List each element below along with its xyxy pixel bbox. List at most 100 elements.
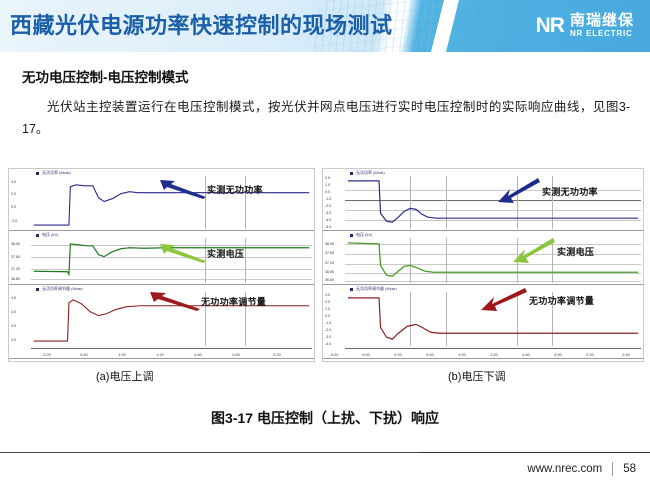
page-header: 西藏光伏电源功率快速控制的现场测试 NR 南瑞继保 NR ELECTRIC [0, 0, 650, 52]
y-tick-label: -1.0 [325, 321, 332, 325]
plot-area-voltage-right [345, 238, 641, 283]
x-tick-label: 1:00 [118, 353, 126, 357]
x-tick-label: 2:40 [622, 353, 630, 357]
y-tick-label: 36.80 [11, 277, 20, 281]
gridline-vertical [445, 176, 447, 229]
logo-nr-mark: NR [535, 14, 565, 37]
y-tick-label: 4.5 [11, 296, 16, 300]
y-tick-label: 37.60 [325, 251, 334, 255]
y-tick-label: 36.60 [325, 278, 334, 282]
y-tick-label: -2.0 [325, 204, 332, 208]
plot-area-reactive-power-left [31, 176, 312, 229]
x-tick-label: 1:20 [156, 353, 164, 357]
chart-panel-reactive-adjust-right: 无功功率调节量 (Mvar) 3.0 2.0 1.0 0.0 -1.0 -2.0… [323, 285, 643, 359]
footer-separator [612, 462, 614, 476]
plot-area-voltage-left [31, 238, 312, 283]
y-tick-label: 3.0 [325, 293, 330, 297]
chart-panel-reactive-adjust-left: 无功功率调节量 (Mvar) 4.5 4.0 3.5 3.0 0:20 0:40… [9, 285, 314, 359]
gridline-vertical [244, 292, 246, 346]
logo-chinese-name: 南瑞继保 [569, 12, 634, 29]
gridline-vertical [445, 292, 447, 346]
body-paragraph: 光伏站主控装置运行在电压控制模式，按光伏并网点电压进行实时电压控制时的实际响应曲… [22, 100, 630, 136]
gridline-vertical [552, 292, 554, 346]
plot-area-reactive-adjust-left [31, 292, 312, 346]
legend-swatch-icon [36, 287, 39, 291]
legend-swatch-icon [36, 171, 39, 175]
series-line-reactive-adjust-left [31, 292, 312, 346]
gridline-vertical [205, 176, 207, 229]
x-tick-label: 0:40 [80, 353, 88, 357]
y-tick-label: 2.0 [325, 300, 330, 304]
x-tick-label: 0:20 [43, 353, 51, 357]
chart-legend-right-reactive-adjust: 无功功率调节量 (Mvar) [349, 286, 398, 292]
page-title: 西藏光伏电源功率快速控制的现场测试 [10, 13, 393, 38]
y-tick-label: 0.0 [325, 314, 330, 318]
chart-panel-reactive-power-right: 无功功率 (Mvar) 2.0 1.0 0.0 -1.0 -2.0 -3.0 -… [323, 169, 643, 231]
gridline-horizontal [345, 210, 641, 211]
y-tick-label: 38.00 [11, 242, 20, 246]
y-tick-label: -1.0 [325, 197, 332, 201]
legend-swatch-icon [36, 233, 39, 237]
y-tick-label: 1.0 [325, 183, 330, 187]
y-tick-label: 37.60 [11, 255, 20, 259]
plot-area-reactive-adjust-right [345, 292, 641, 346]
chart-legend-left-reactive-adjust: 无功功率调节量 (Mvar) [35, 286, 84, 292]
y-tick-label: 0.0 [325, 190, 330, 194]
gridline-vertical [410, 292, 412, 346]
y-tick-label: 0.0 [11, 205, 16, 209]
gridline-horizontal [345, 220, 641, 221]
x-tick-label: 0:00 [362, 353, 370, 357]
chart-panel-voltage-left: 电压 (kV) 38.00 37.60 37.20 36.80 [9, 231, 314, 285]
gridline-vertical [410, 238, 412, 283]
x-tick-label: 2:00 [232, 353, 240, 357]
x-tick-label: 1:00 [458, 353, 466, 357]
y-tick-label: 36.80 [325, 270, 334, 274]
legend-label: 电压 (kV) [356, 232, 373, 237]
legend-swatch-icon [350, 171, 353, 175]
series-line-voltage-right [345, 238, 641, 283]
y-tick-label: 2.0 [11, 192, 16, 196]
series-line-reactive-power-right [345, 176, 641, 229]
gridline-vertical [244, 238, 246, 283]
y-tick-label: 4.0 [11, 310, 16, 314]
gridline-vertical [552, 176, 554, 229]
gridline-horizontal [345, 254, 641, 255]
x-tick-label: -0:20 [329, 353, 339, 357]
y-tick-label: -4.0 [325, 218, 332, 222]
logo-english-name: NR ELECTRIC [569, 29, 633, 38]
legend-label: 无功功率调节量 (Mvar) [42, 286, 83, 291]
y-tick-label: 3.0 [11, 338, 16, 342]
x-tick-label: 1:40 [522, 353, 530, 357]
plot-area-reactive-power-right [345, 176, 641, 229]
x-tick-label: 0:40 [426, 353, 434, 357]
legend-label: 无功功率 (Mvar) [42, 170, 71, 175]
y-tick-label: 3.5 [11, 324, 16, 328]
chart-group-voltage-up: 无功功率 (Mvar) 4.0 2.0 0.0 -2.0 电压 (kV) 38.… [8, 168, 315, 362]
x-tick-label: 1:40 [194, 353, 202, 357]
y-tick-label: 2.0 [325, 176, 330, 180]
figure-caption: 图3-17 电压控制（上扰、下扰）响应 [211, 410, 439, 426]
footer-divider-accent [420, 452, 650, 453]
x-tick-label: 0:20 [394, 353, 402, 357]
gridline-horizontal [31, 279, 312, 280]
chart-group-voltage-down: 无功功率 (Mvar) 2.0 1.0 0.0 -1.0 -2.0 -3.0 -… [322, 168, 644, 362]
y-tick-label: -3.0 [325, 211, 332, 215]
y-tick-label: -3.0 [325, 335, 332, 339]
company-logo: NR 南瑞继保 NR ELECTRIC [536, 13, 634, 38]
page-number: 58 [623, 463, 636, 475]
x-tick-label: 1:20 [490, 353, 498, 357]
gridline-vertical [516, 292, 518, 346]
chart-legend-right-voltage: 电压 (kV) [349, 232, 374, 238]
x-tick-label: 2:00 [554, 353, 562, 357]
series-line-reactive-power-left [31, 176, 312, 229]
chart-legend-right-reactive-power: 无功功率 (Mvar) [349, 170, 386, 176]
x-tick-label: 2:20 [586, 353, 594, 357]
gridline-horizontal [345, 273, 641, 274]
gridline-horizontal [345, 264, 641, 265]
gridline-horizontal [345, 281, 641, 282]
gridline-horizontal [31, 269, 312, 270]
y-tick-label: 38.00 [325, 242, 334, 246]
chart-panel-voltage-right: 电压 (kV) 38.00 37.60 37.20 36.80 36.60 [323, 231, 643, 285]
figure-subcaption-a: (a)电压上调 [96, 371, 154, 383]
gridline-vertical [205, 292, 207, 346]
